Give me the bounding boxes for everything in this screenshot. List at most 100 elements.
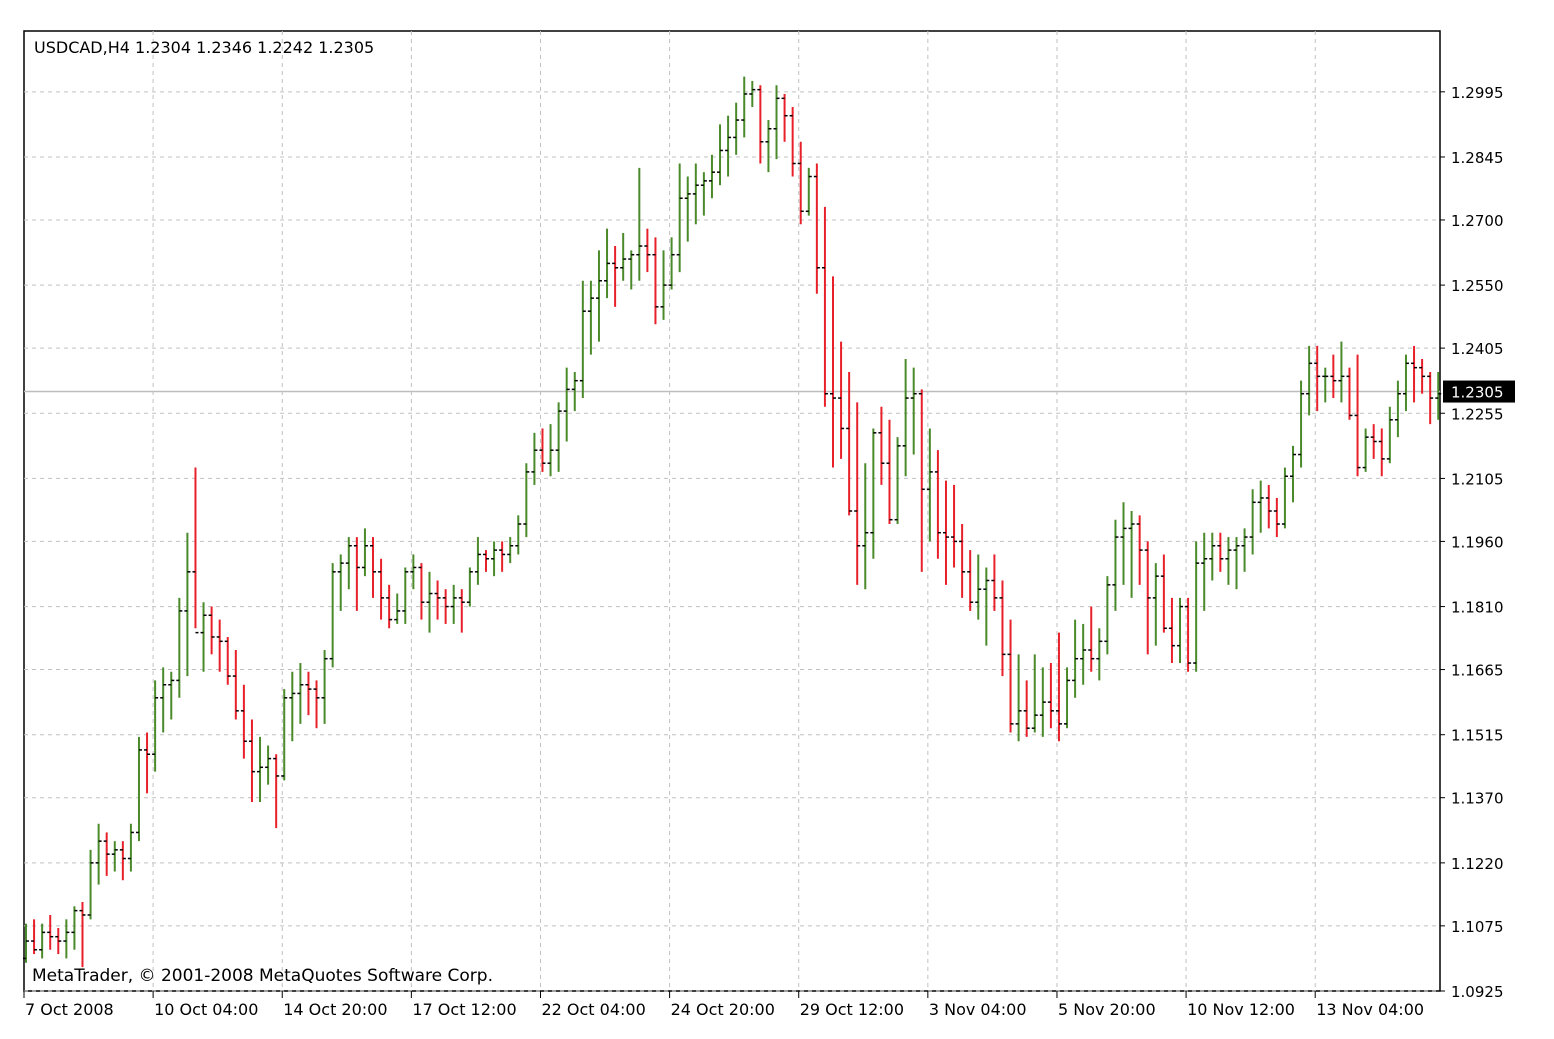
ohlc-bar (111, 841, 118, 872)
ohlc-bar (975, 554, 982, 620)
ohlc-bar (442, 589, 449, 624)
ohlc-bar (248, 719, 255, 803)
ohlc-bar (926, 428, 933, 542)
x-tick-label: 3 Nov 04:00 (929, 1000, 1027, 1019)
ohlc-bar (983, 567, 990, 646)
ohlc-bar (515, 515, 522, 555)
ohlc-bar (830, 276, 836, 468)
ohlc-bar (1120, 502, 1127, 585)
ohlc-bar (1419, 358, 1426, 394)
ohlc-bar (813, 163, 820, 294)
x-tick-label: 13 Nov 04:00 (1316, 1000, 1424, 1019)
y-tick-label: 1.0925 (1451, 983, 1504, 1001)
y-tick-label: 1.1665 (1451, 662, 1504, 680)
ohlc-bar (1241, 528, 1248, 572)
ohlc-bar (410, 554, 417, 590)
x-tick-label: 10 Oct 04:00 (154, 1000, 258, 1019)
ohlc-bar (741, 76, 748, 138)
ohlc-bar (862, 463, 869, 590)
y-tick-label: 1.2405 (1451, 340, 1504, 358)
ohlc-bar (1160, 554, 1167, 633)
ohlc-bar (103, 832, 110, 876)
ohlc-bar (1411, 345, 1418, 403)
ohlc-bar (1330, 354, 1337, 399)
ohlc-bar (781, 93, 788, 142)
ohlc-bar (1289, 445, 1296, 503)
symbol-header: USDCAD,H4 1.2304 1.2346 1.2242 1.2305 (34, 38, 374, 57)
ohlc-bar (1144, 541, 1151, 655)
ohlc-bar (466, 567, 473, 607)
ohlc-bar (636, 167, 643, 281)
ohlc-bar (894, 437, 901, 525)
x-tick-label: 5 Nov 20:00 (1058, 1000, 1156, 1019)
ohlc-bar (789, 107, 796, 177)
ohlc-bar (999, 580, 1006, 677)
ohlc-bar (1209, 532, 1216, 581)
ohlc-bar (717, 124, 724, 186)
ohlc-bar (1193, 541, 1200, 672)
ohlc-bar (1055, 632, 1062, 742)
x-tick-label: 17 Oct 12:00 (412, 1000, 516, 1019)
ohlc-bar (1007, 619, 1014, 733)
y-tick-label: 1.1370 (1451, 790, 1504, 808)
ohlc-bar (232, 650, 239, 720)
plot-area[interactable] (23, 30, 1441, 992)
ohlc-bar (571, 371, 578, 412)
ohlc-bar (353, 537, 360, 611)
ohlc-bar (531, 432, 538, 485)
ohlc-bar (426, 571, 433, 633)
ohlc-bar (692, 163, 699, 225)
ohlc-bar (491, 541, 498, 577)
ohlc-bar (370, 537, 377, 598)
ohlc-bar (797, 141, 804, 225)
x-tick-label: 29 Oct 12:00 (800, 1000, 904, 1019)
ohlc-bar (135, 736, 142, 842)
x-tick-label: 14 Oct 20:00 (283, 1000, 387, 1019)
ohlc-bar (87, 849, 94, 920)
ohlc-bar (1306, 345, 1313, 416)
ohlc-bar (39, 923, 46, 959)
ohlc-bar (1281, 467, 1288, 529)
y-tick-label: 1.1515 (1451, 727, 1504, 745)
ohlc-bar (1072, 619, 1079, 698)
ohlc-bar (1096, 628, 1103, 681)
ohlc-bar (329, 563, 336, 668)
ohlc-bar (160, 667, 167, 733)
ohlc-bar (321, 650, 328, 724)
ohlc-bar (846, 371, 853, 516)
ohlc-bar (474, 537, 481, 585)
y-tick-label: 1.2845 (1451, 149, 1504, 167)
time-axis: 7 Oct 2008 10 Oct 04:00 14 Oct 20:00 17 Oct… (23, 991, 1424, 1019)
ohlc-bar (1233, 537, 1240, 590)
ohlc-bar (1047, 663, 1054, 729)
ohlc-bar (870, 428, 877, 559)
ohlc-bar (305, 671, 312, 716)
ohlc-bar (1064, 667, 1071, 729)
ohlc-bar (450, 584, 457, 624)
ohlc-bar (337, 554, 344, 611)
ohlc-bar (1435, 371, 1442, 420)
ohlc-bar (563, 367, 570, 442)
ohlc-bar (200, 602, 207, 672)
ohlc-bar (628, 250, 635, 290)
ohlc-bar (1249, 489, 1256, 555)
ohlc-bar (1185, 597, 1192, 672)
ohlc-bar (281, 689, 288, 781)
ohlc-bar (902, 358, 909, 477)
ohlc-bar (1378, 428, 1385, 477)
ohlc-bar (482, 550, 489, 572)
ohlc-bar (1322, 367, 1329, 403)
ohlc-bar (612, 246, 619, 307)
ohlc-bar (1394, 380, 1401, 438)
ohlc-bar (708, 154, 715, 199)
ohlc-bar (765, 120, 772, 173)
ohlc-bar (402, 567, 409, 624)
ohlc-bar (620, 232, 627, 281)
ohlc-bar (1225, 537, 1232, 585)
ohlc-bar (144, 732, 151, 794)
y-tick-label: 1.2255 (1451, 405, 1504, 423)
ohlc-bar (31, 919, 38, 955)
ohlc-bar (733, 102, 740, 155)
ohlc-bar (55, 928, 62, 955)
